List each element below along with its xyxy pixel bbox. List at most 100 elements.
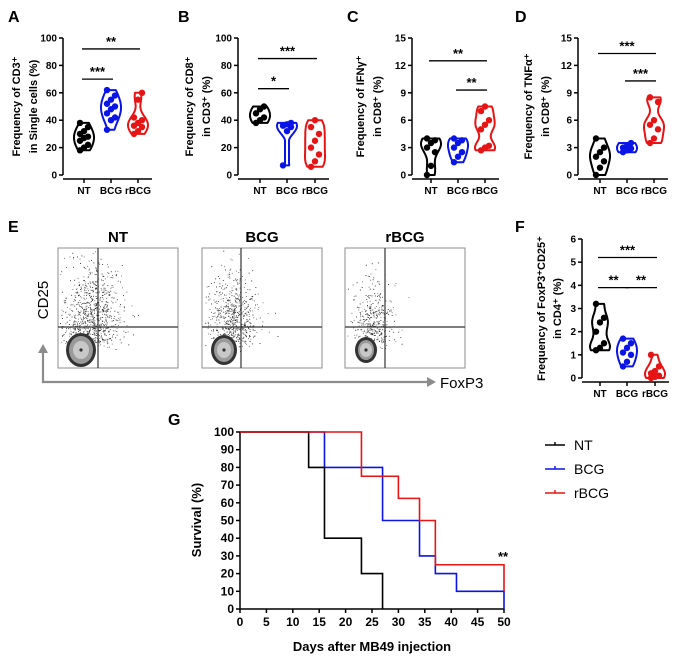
x-tick-label: rBCG [641, 186, 667, 197]
significance-label: * [271, 74, 277, 89]
contour-center [222, 348, 226, 352]
x-tick-label: 10 [286, 615, 300, 629]
data-point-rbcg [311, 137, 319, 144]
data-point-rbcg [138, 117, 146, 124]
data-point-bcg [623, 358, 631, 365]
violin-bcg [276, 121, 298, 167]
y-axis-title: in Single cells (%) [28, 59, 40, 153]
data-point-bcg [627, 340, 635, 347]
x-tick-label: NT [253, 186, 266, 197]
arrow-up-icon [38, 344, 48, 353]
panel-label: G [168, 412, 180, 429]
data-point-rbcg [481, 121, 489, 128]
data-point-bcg [454, 153, 462, 160]
data-point-rbcg [646, 121, 654, 128]
data-point-rbcg [138, 123, 146, 131]
y-tick-label: 40 [46, 116, 58, 127]
data-point-rbcg [654, 126, 662, 133]
y-tick-label: 20 [46, 143, 58, 154]
legend-item-bcg: BCG [545, 461, 604, 477]
y-axis-title: Frequency of IFNγ⁺ [355, 55, 367, 157]
legend-item-rbcg: rBCG [545, 485, 609, 501]
survival-curve-rbcg [240, 431, 505, 592]
data-point-nt [423, 135, 431, 142]
y-tick-label: 100 [40, 34, 57, 45]
y-tick-label: 0 [400, 171, 406, 182]
legend-item-nt: NT [545, 437, 593, 453]
survival-panel-g: G 0 10 20 30 40 50 60 70 80 90 100 0 5 10 15 20 25 30 35 40 4… [168, 412, 609, 654]
significance-label: ** [498, 549, 509, 564]
flow-plot-title: NT [108, 229, 128, 246]
data-point-rbcg [647, 351, 655, 359]
y-tick-label: 100 [214, 425, 234, 439]
data-point-nt [260, 114, 268, 121]
data-point-rbcg [138, 89, 146, 97]
y-tick-label: 0 [51, 171, 57, 182]
data-point-rbcg [485, 117, 493, 124]
data-point-nt [84, 141, 92, 149]
significance-label: ** [636, 273, 647, 288]
y-tick-label: 40 [221, 531, 235, 545]
significance-label: *** [90, 64, 106, 79]
x-tick-label: BCG [616, 389, 638, 400]
data-point-nt [600, 340, 608, 347]
violin-panel-a: A Frequency of CD3⁺ in Single cells (%) 0 20… [8, 9, 152, 197]
significance-label: ** [106, 34, 117, 49]
y-axis-title: Frequency of TNFα⁺ [523, 53, 535, 159]
data-point-rbcg [651, 367, 659, 375]
flow-dot-cloud [60, 251, 139, 355]
data-point-rbcg [650, 135, 658, 142]
data-point-bcg [103, 86, 111, 94]
data-point-bcg [619, 349, 627, 356]
data-point-rbcg [134, 96, 142, 103]
y-tick-label: 0 [227, 602, 234, 616]
significance-label: ** [453, 46, 464, 61]
y-tick-label: 20 [221, 567, 235, 581]
x-tick-label: NT [77, 186, 90, 197]
data-point-rbcg [307, 123, 315, 131]
data-point-rbcg [655, 372, 663, 379]
contour-center [79, 348, 83, 352]
x-axis-title: Days after MB49 injection [293, 639, 451, 654]
data-point-rbcg [307, 144, 315, 151]
data-point-rbcg [315, 130, 323, 138]
y-tick-label: 3 [570, 304, 576, 315]
flow-plot-title: BCG [245, 229, 278, 246]
data-point-bcg [450, 144, 458, 151]
data-point-nt [260, 103, 268, 110]
y-tick-label: 5 [570, 258, 576, 269]
y-tick-label: 80 [221, 61, 233, 72]
data-point-rbcg [307, 163, 315, 170]
y-tick-label: 50 [221, 514, 235, 528]
y-tick-label: 12 [561, 61, 573, 72]
data-point-bcg [287, 119, 295, 127]
flow-y-axis-label: CD25 [35, 281, 52, 319]
significance-label: ** [608, 273, 619, 288]
legend-label: BCG [574, 461, 604, 477]
data-point-bcg [103, 100, 111, 107]
data-point-bcg [279, 162, 287, 169]
x-tick-label: rBCG [302, 186, 328, 197]
data-point-nt [592, 328, 600, 335]
contour-center [364, 348, 368, 352]
x-tick-label: BCG [100, 186, 122, 197]
flow-plot-nt: NT [57, 229, 179, 369]
panel-label: D [515, 9, 527, 26]
y-tick-label: 3 [566, 143, 572, 154]
y-tick-label: 15 [561, 34, 573, 45]
survival-curve-bcg [240, 431, 505, 609]
y-tick-label: 60 [46, 88, 58, 99]
panel-label: F [515, 219, 525, 236]
y-tick-label: 1 [570, 350, 576, 361]
y-axis-title: Frequency of CD3⁺ [11, 56, 23, 156]
panel-label: A [8, 9, 20, 26]
flow-x-axis-label: FoxP3 [440, 375, 483, 392]
y-tick-label: 6 [570, 235, 576, 246]
x-tick-label: 20 [339, 615, 353, 629]
y-tick-label: 40 [221, 116, 233, 127]
violin-bcg [447, 137, 469, 164]
y-tick-label: 0 [570, 374, 576, 385]
significance-label: *** [620, 243, 636, 258]
y-tick-label: 100 [215, 34, 232, 45]
x-tick-label: 40 [445, 615, 459, 629]
